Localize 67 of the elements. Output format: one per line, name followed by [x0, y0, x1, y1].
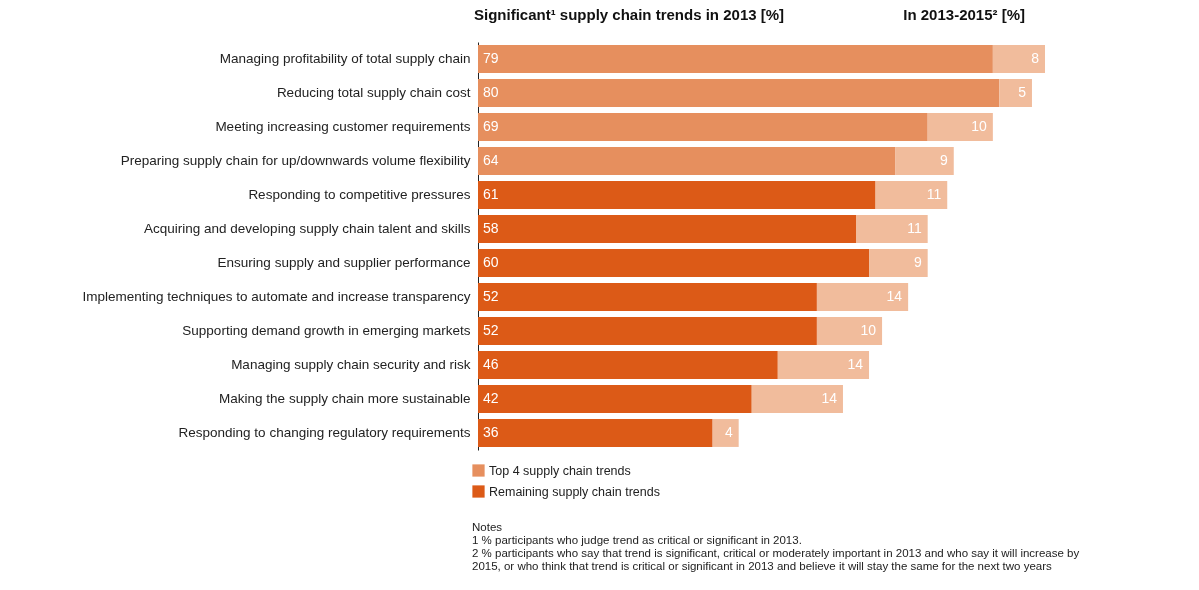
- bar: [895, 147, 954, 175]
- data-label: 11: [907, 220, 922, 236]
- bar: [712, 419, 739, 447]
- y-tick-label: Managing supply chain security and risk: [231, 357, 471, 372]
- text: 1 % participants who judge trend as critical or significant in 2013.: [472, 534, 802, 546]
- y-tick-label: Reducing total supply chain cost: [276, 85, 471, 100]
- bar: [478, 181, 876, 209]
- bar: [478, 113, 928, 141]
- bar: [478, 147, 896, 175]
- data-label: 8: [1031, 50, 1040, 66]
- bar: [927, 113, 993, 141]
- y-tick-label: Making the supply chain more sustainable: [219, 391, 471, 406]
- data-label: 58: [483, 220, 499, 236]
- y-tick-label: Acquiring and developing supply chain talent and skills: [144, 221, 471, 236]
- data-label: 9: [939, 152, 948, 168]
- y-tick-label: Meeting increasing customer requirements: [215, 119, 471, 134]
- data-label: 36: [483, 424, 499, 440]
- data-label: 11: [926, 186, 942, 202]
- bar: [478, 79, 1000, 107]
- bar: [478, 419, 713, 447]
- legend-label: Remaining supply chain trends: [489, 484, 660, 499]
- data-label: 46: [483, 356, 499, 372]
- data-label: 4: [724, 424, 733, 440]
- data-label: 42: [483, 390, 499, 406]
- data-label: 64: [483, 152, 499, 168]
- y-tick-label: Supporting demand growth in emerging markets: [182, 323, 471, 338]
- data-label: 80: [483, 84, 499, 100]
- text: In 2013-2015² [%]: [903, 6, 1025, 23]
- y-tick-label: Ensuring supply and supplier performance: [217, 255, 471, 270]
- bar: [999, 79, 1032, 107]
- bar: [478, 45, 993, 73]
- text: 2 % participants who say that trend is significant, critical or moderately important in 2013 and who say it will increase by 2015, or who think that trend is critical or significant in 2013 and believe it will stay the same for the next two years: [472, 547, 1080, 572]
- bar: [478, 317, 817, 345]
- bar: [478, 283, 817, 311]
- data-label: 14: [847, 356, 864, 372]
- bar: [478, 249, 870, 277]
- y-tick-label: Managing profitability of total supply chain: [219, 51, 471, 66]
- bar: [777, 351, 870, 379]
- y-tick-label: Preparing supply chain for up/downwards volume flexibility: [120, 153, 471, 168]
- y-tick-label: Responding to competitive pressures: [248, 187, 471, 202]
- data-label: 14: [886, 288, 903, 304]
- data-label: 52: [483, 322, 499, 338]
- bar: [478, 385, 752, 413]
- bar: [992, 45, 1045, 73]
- bar: [478, 215, 856, 243]
- data-label: 61: [483, 186, 499, 202]
- data-label: 79: [483, 50, 499, 66]
- data-label: 14: [821, 390, 838, 406]
- y-tick-label: Implementing techniques to automate and increase transparency: [82, 289, 471, 304]
- bar: [856, 215, 928, 243]
- data-label: 10: [971, 118, 988, 134]
- chart-title: Significant¹ supply chain trends in 2013 [%]: [474, 6, 785, 23]
- data-label: 60: [483, 254, 499, 270]
- text: Notes: [472, 521, 503, 533]
- legend-label: Top 4 supply chain trends: [489, 463, 631, 478]
- bar: [816, 283, 909, 311]
- data-label: 5: [1018, 84, 1027, 100]
- data-label: 69: [483, 118, 499, 134]
- data-label: 10: [860, 322, 877, 338]
- y-tick-label: Responding to changing regulatory requirements: [178, 425, 471, 440]
- bar: [478, 351, 778, 379]
- bar: [816, 317, 883, 345]
- bar: [869, 249, 928, 277]
- data-label: 9: [913, 254, 922, 270]
- bar: [751, 385, 843, 413]
- data-label: 52: [483, 288, 499, 304]
- bar: [875, 181, 948, 209]
